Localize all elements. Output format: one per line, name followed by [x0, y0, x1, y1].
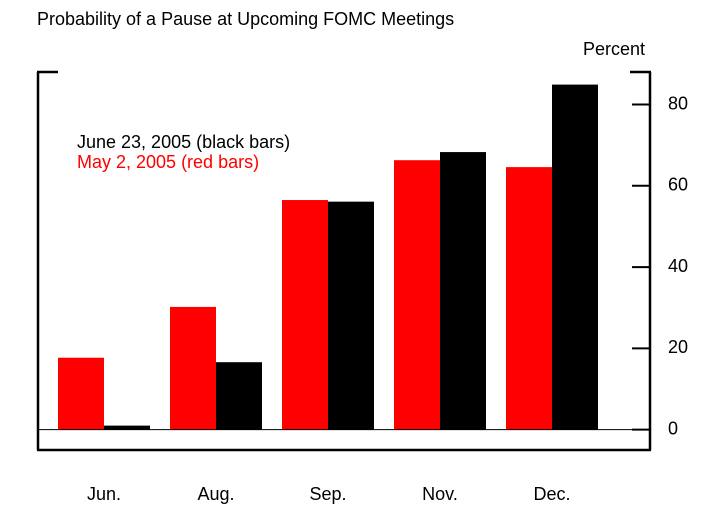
y-tick-label: 80: [668, 93, 688, 113]
bar: [506, 167, 552, 430]
x-tick-label: Dec.: [533, 484, 570, 504]
bar: [440, 152, 486, 430]
bar: [282, 200, 328, 430]
bar: [328, 201, 374, 430]
y-axis-label: Percent: [583, 39, 645, 59]
legend-label: May 2, 2005 (red bars): [77, 152, 259, 172]
x-tick-label: Sep.: [309, 484, 346, 504]
x-tick-label: Nov.: [422, 484, 458, 504]
legend-label: June 23, 2005 (black bars): [77, 132, 290, 152]
bar: [394, 160, 440, 430]
x-tick-label: Aug.: [197, 484, 234, 504]
y-tick-label: 60: [668, 175, 688, 195]
bar: [170, 306, 216, 430]
bar: [104, 425, 150, 430]
bar: [552, 84, 598, 430]
y-tick-label: 0: [668, 418, 678, 438]
frame: [36, 70, 652, 452]
y-tick-label: 40: [668, 256, 688, 276]
chart-title: Probability of a Pause at Upcoming FOMC …: [37, 9, 454, 29]
bar: [216, 362, 262, 430]
y-tick-label: 20: [668, 337, 688, 357]
x-tick-label: Jun.: [87, 484, 121, 504]
bar: [58, 357, 104, 430]
